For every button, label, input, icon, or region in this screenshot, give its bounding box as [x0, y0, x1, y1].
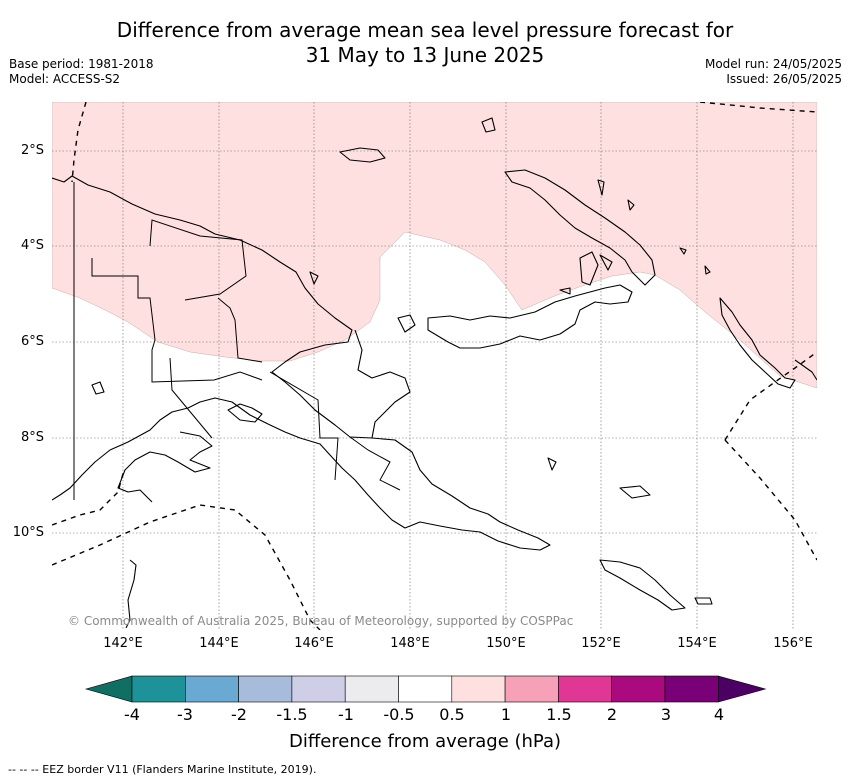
colorbar-tick: -0.5 [383, 705, 415, 724]
coastline-new-ireland [504, 169, 656, 286]
colorbar-segment [664, 675, 719, 703]
lon-label-142e: 142°E [103, 636, 143, 651]
lat-label-10s: 10°S [12, 525, 44, 540]
colorbar-label: Difference from average (hPa) [288, 731, 562, 752]
lon-label-144e: 144°E [199, 636, 239, 651]
colorbar-tick: 3 [660, 705, 672, 724]
model-name: Model: ACCESS-S2 [9, 72, 121, 86]
colorbar-tick: -1 [338, 705, 354, 724]
lon-label-146e: 146°E [294, 636, 334, 651]
colorbar-segment [504, 675, 559, 703]
title-line-1: Difference from average mean sea level p… [116, 18, 734, 42]
colorbar-tick: 2 [606, 705, 618, 724]
lat-label-6s: 6°S [20, 334, 44, 349]
colorbar-extend-low [84, 675, 133, 703]
eez-southwest [52, 469, 125, 526]
coastline-bougainville [719, 297, 796, 389]
colorbar-tick: 1.5 [546, 705, 572, 724]
colorbar-segment [238, 675, 293, 703]
lon-label-150e: 150°E [486, 636, 526, 651]
eez-footnote: -- -- -- EEZ border V11 (Flanders Marine… [8, 763, 317, 776]
colorbar-tick: 1 [500, 705, 512, 724]
colorbar-extend-high [717, 675, 767, 703]
coastline-huon [354, 329, 411, 439]
issued-date: Issued: 26/05/2025 [726, 72, 842, 86]
meta-right: Model run: 24/05/2025 Issued: 26/05/2025 [705, 57, 842, 87]
copyright-notice: © Commonwealth of Australia 2025, Bureau… [68, 614, 574, 628]
lat-label-2s: 2°S [20, 143, 44, 158]
colorbar-segment [344, 675, 399, 703]
eez-north-east [699, 102, 817, 113]
colorbar-segments [84, 675, 767, 703]
title-line-2: 31 May to 13 June 2025 [305, 43, 545, 67]
colorbar-tick: -1.5 [276, 705, 308, 724]
colorbar-segment [291, 675, 346, 703]
map-title: Difference from average mean sea level p… [0, 18, 850, 68]
coastline-manus [339, 147, 386, 163]
colorbar-tick: -4 [124, 705, 140, 724]
lon-label-148e: 148°E [390, 636, 430, 651]
colorbar-tick: 4 [713, 705, 725, 724]
colorbar-segment [185, 675, 239, 703]
colorbar-segment [398, 675, 453, 703]
coastline-new-britain [427, 284, 633, 349]
lon-label-154e: 154°E [677, 636, 717, 651]
colorbar-tick: 0.5 [439, 705, 465, 724]
eez-borders [52, 102, 817, 630]
coastline-new-guinea [52, 175, 551, 551]
coastline-gulf-south [117, 431, 213, 503]
lon-label-156e: 156°E [773, 636, 813, 651]
colorbar-segment [451, 675, 506, 703]
colorbar-tick: -2 [231, 705, 247, 724]
base-period: Base period: 1981-2018 [9, 57, 154, 71]
eez-east [724, 351, 817, 441]
anomaly-region-0.5-to-1hPa [52, 102, 817, 389]
meta-left: Base period: 1981-2018 Model: ACCESS-S2 [9, 57, 154, 87]
lat-label-4s: 4°S [20, 238, 44, 253]
eez-west-north [71, 102, 87, 183]
political-borders [73, 182, 401, 500]
lat-label-8s: 8°S [20, 430, 44, 445]
coastlines [52, 117, 817, 629]
lon-label-152e: 152°E [581, 636, 621, 651]
eez-south [52, 504, 321, 630]
colorbar-tick: -3 [177, 705, 193, 724]
colorbar-segment [558, 675, 613, 703]
model-run: Model run: 24/05/2025 [704, 57, 842, 71]
colorbar-segment [131, 675, 186, 703]
colorbar-segment [611, 675, 666, 703]
